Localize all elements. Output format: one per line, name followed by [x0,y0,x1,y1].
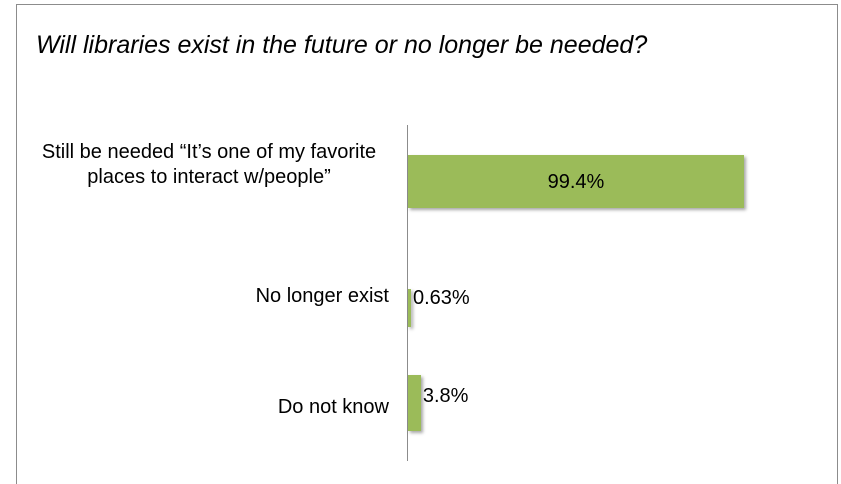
data-label-still-needed: 99.4% [547,170,605,193]
bar-no-longer-exist [408,289,411,327]
data-label-do-not-know: 3.8% [422,385,469,407]
category-axis [407,125,408,461]
category-label-still-needed: Still be needed “It’s one of my favorite… [41,141,377,188]
data-label-no-longer-exist: 0.63% [413,287,470,309]
category-label-do-not-know: Do not know [277,396,389,418]
chart-frame [16,4,838,484]
bar-do-not-know [408,375,421,431]
chart-title: Will libraries exist in the future or no… [36,31,648,59]
bar-still-needed [408,155,744,208]
category-label-no-longer-exist: No longer exist [255,285,389,307]
